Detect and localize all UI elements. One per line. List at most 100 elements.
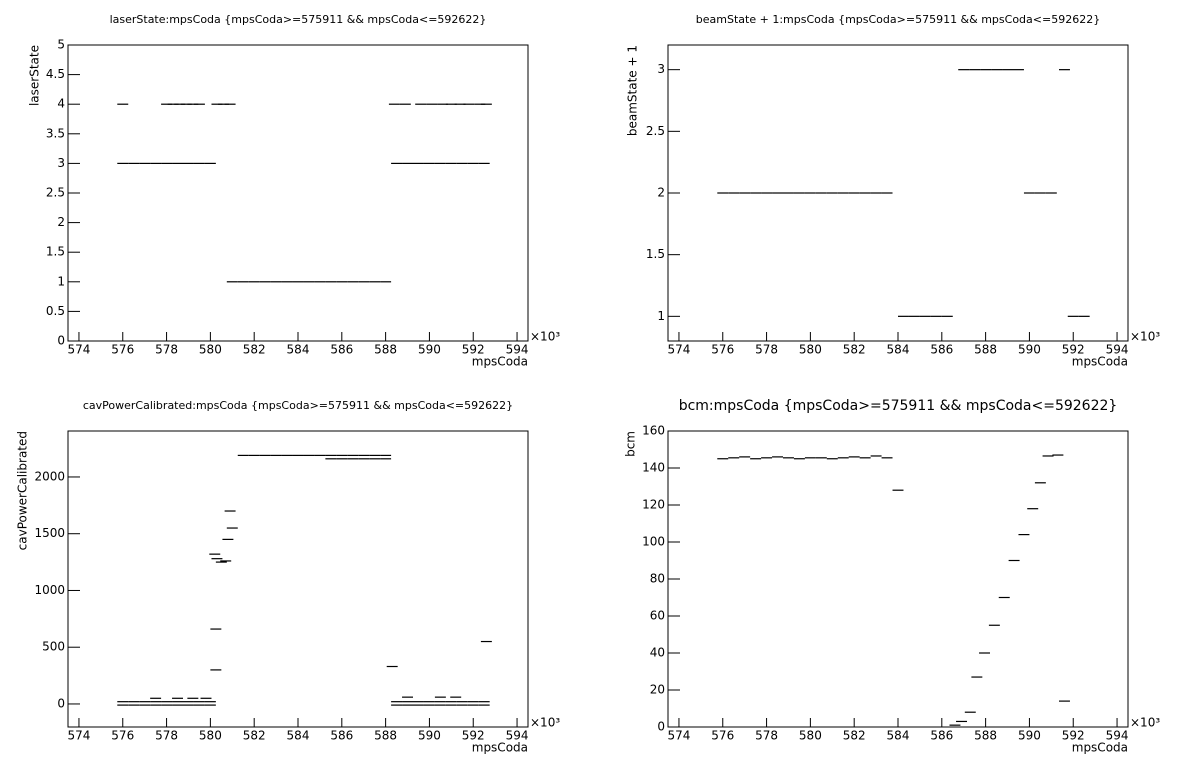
x-tick-label: 582 — [843, 343, 866, 357]
point — [187, 103, 199, 105]
point — [1002, 69, 1013, 71]
point — [193, 704, 205, 706]
point — [292, 281, 304, 283]
point — [445, 103, 457, 105]
x-tick-label: 594 — [506, 343, 529, 357]
point — [220, 560, 232, 562]
point — [1027, 508, 1039, 510]
y-tick-label: 1 — [657, 309, 665, 323]
point — [347, 281, 359, 283]
point — [210, 669, 222, 671]
x-tick-label: 582 — [243, 343, 266, 357]
point — [224, 510, 236, 512]
point — [388, 103, 400, 105]
point — [161, 162, 173, 164]
x-tick-label: 576 — [711, 343, 734, 357]
point — [870, 192, 882, 194]
point — [347, 454, 359, 457]
point — [450, 696, 462, 698]
point — [1018, 534, 1030, 536]
point — [1034, 192, 1046, 194]
point — [413, 162, 424, 164]
point — [402, 162, 413, 164]
plot-frame — [67, 430, 529, 728]
x-tick-label: 584 — [287, 729, 310, 743]
point — [380, 458, 392, 460]
point — [454, 103, 466, 105]
point — [434, 162, 446, 164]
point — [908, 315, 920, 317]
point — [423, 701, 435, 703]
point — [161, 701, 173, 703]
point — [881, 192, 893, 194]
point — [881, 457, 893, 459]
y-tick-label: 1 — [57, 274, 65, 288]
point — [761, 457, 773, 459]
point — [717, 458, 729, 460]
y-tick-label: 80 — [650, 572, 665, 586]
point — [226, 281, 238, 283]
point — [117, 704, 129, 706]
point — [467, 701, 479, 703]
point — [739, 456, 751, 458]
point — [783, 457, 794, 459]
point — [815, 457, 827, 459]
point — [167, 103, 179, 105]
point — [237, 454, 249, 457]
point — [445, 701, 457, 703]
point — [336, 281, 348, 283]
point — [399, 103, 411, 105]
point — [128, 162, 140, 164]
x-tick-label: 588 — [974, 343, 997, 357]
point — [336, 458, 348, 460]
point — [456, 162, 468, 164]
point — [180, 103, 192, 105]
y-axis-label: cavPowerCalibrated — [16, 431, 30, 550]
point — [772, 456, 783, 458]
point — [434, 696, 446, 698]
point — [783, 192, 794, 194]
panel: laserState:mpsCoda {mpsCoda>=575911 && m… — [28, 13, 561, 369]
y-tick-label: 20 — [650, 683, 665, 697]
x-tick-label: 584 — [887, 343, 910, 357]
point — [415, 103, 427, 105]
point — [728, 192, 740, 194]
point — [793, 192, 805, 194]
point — [434, 701, 446, 703]
point — [139, 701, 151, 703]
y-tick-label: 2.5 — [46, 186, 65, 200]
x-axis-label: mpsCoda — [472, 355, 528, 369]
chart-title: beamState + 1:mpsCoda {mpsCoda>=575911 &… — [696, 13, 1100, 26]
point — [837, 192, 849, 194]
x-tick-label: 594 — [1106, 343, 1129, 357]
point — [445, 162, 457, 164]
point — [413, 704, 424, 706]
point — [1067, 315, 1079, 317]
x-tick-label: 594 — [1106, 729, 1129, 743]
point — [369, 281, 381, 283]
point — [314, 281, 326, 283]
chart-title: laserState:mpsCoda {mpsCoda>=575911 && m… — [110, 13, 487, 26]
point — [859, 457, 871, 459]
panel: bcm:mpsCoda {mpsCoda>=575911 && mpsCoda<… — [624, 398, 1161, 755]
point — [183, 704, 194, 706]
point — [215, 561, 227, 563]
point — [480, 103, 492, 105]
x-tick-label: 590 — [418, 729, 441, 743]
y-tick-label: 3.5 — [46, 126, 65, 140]
point — [423, 704, 435, 706]
x-tick-label: 584 — [887, 729, 910, 743]
point — [314, 454, 326, 457]
y-tick-label: 2 — [57, 215, 65, 229]
point — [930, 315, 942, 317]
point — [402, 701, 413, 703]
y-tick-label: 60 — [650, 609, 665, 623]
point — [211, 103, 223, 105]
point — [117, 701, 129, 703]
x-tick-label: 578 — [155, 343, 178, 357]
y-tick-label: 160 — [642, 424, 665, 438]
point — [402, 704, 413, 706]
point — [209, 553, 221, 555]
point — [750, 192, 762, 194]
x-tick-label: 582 — [843, 729, 866, 743]
